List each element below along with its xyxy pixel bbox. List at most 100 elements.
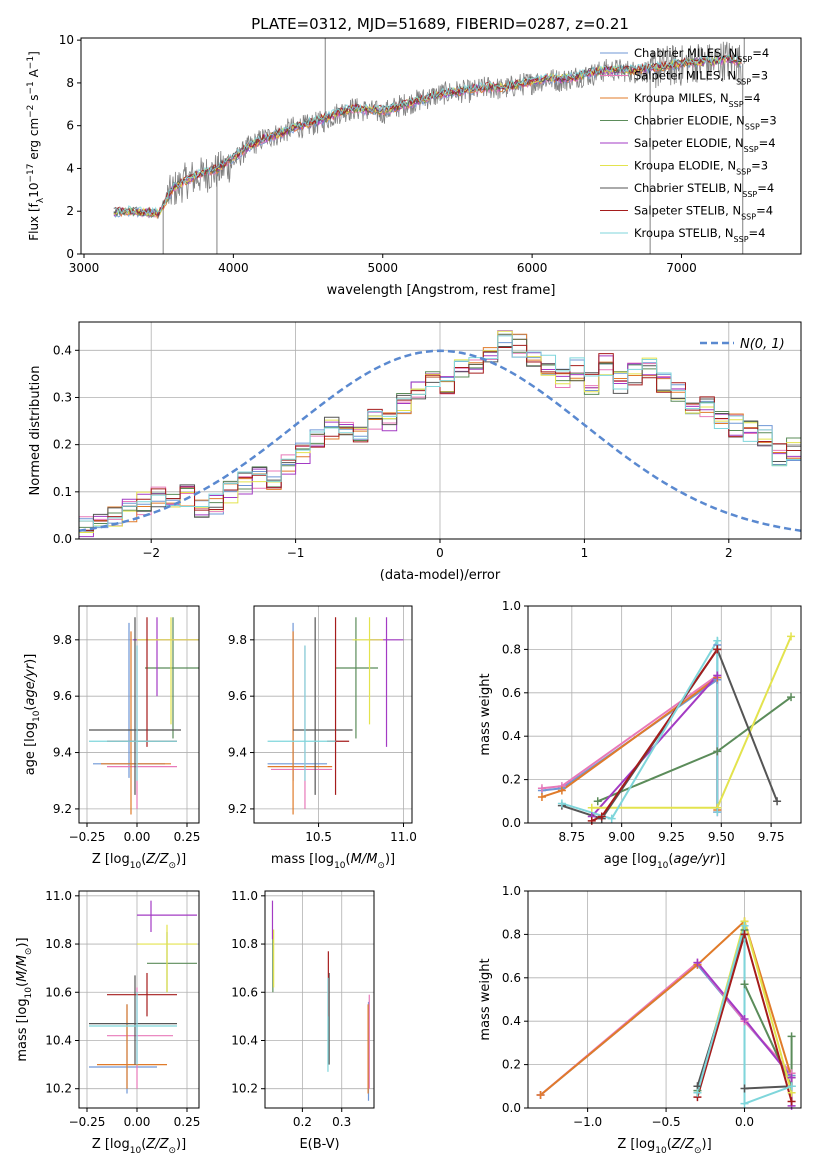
label-part: 10 [334, 861, 346, 871]
y-tick-label: 10.6 [45, 985, 72, 999]
histogram-step [79, 335, 801, 539]
legend-label: Kroupa ELODIE, NSSP=3 [634, 159, 768, 177]
x-axis-label: age [log10(age/yr)] [604, 852, 726, 871]
y-tick-label: 0.4 [53, 343, 72, 357]
y-tick-label: 9.6 [228, 689, 247, 703]
observed-spectrum-line [113, 41, 742, 219]
weight-marker [557, 786, 566, 795]
gaussian-curve [79, 349, 801, 532]
legend-suffix: =3 [760, 114, 777, 128]
legend-suffix: =3 [751, 69, 768, 83]
label-part: ⊙ [377, 861, 385, 871]
x-tick-label: 0.0 [735, 1115, 754, 1129]
x-axis-label: wavelength [Angstrom, rest frame] [327, 283, 556, 298]
label-part: ] [390, 852, 395, 867]
x-tick-label: −2 [142, 546, 160, 560]
label-part: ] [181, 852, 186, 867]
weight-marker [713, 645, 722, 654]
y-tick-label: 0.2 [502, 773, 521, 787]
label-part: Z [684, 1137, 695, 1152]
label-part: mass [log [15, 998, 30, 1061]
x-tick-label: 9.00 [608, 830, 635, 844]
weight-marker [536, 1090, 545, 1099]
plot-area-weight-vs-age [541, 635, 792, 822]
y-tick-label: 10.8 [231, 937, 258, 951]
weight-marker [787, 1082, 796, 1091]
legend-label: Kroupa MILES, NSSP=4 [634, 91, 760, 109]
weight-line [541, 645, 719, 792]
legend-label: Chabrier ELODIE, NSSP=3 [634, 114, 777, 132]
label-part: E(B-V) [299, 1137, 339, 1152]
y-label-part: ] [27, 51, 41, 56]
x-tick-label: 3000 [69, 261, 100, 275]
x-tick-label: 11.0 [390, 830, 417, 844]
plot-area-mass-vs-ebv [271, 900, 370, 1101]
y-label-part: −1 [26, 56, 36, 69]
y-label-part: s [27, 95, 41, 105]
legend-sub: SSP [741, 212, 756, 221]
y-tick-label: 9.4 [228, 746, 247, 760]
weight-marker [693, 958, 702, 967]
label-part: ] [15, 937, 30, 942]
axes-frame [78, 321, 802, 540]
x-axis-label: Z [log10(Z/Z⊙)] [92, 852, 186, 871]
chart-age-vs-mass: 10.5 11.0 9.2 9.4 9.6 9.8 mass [log10(M/M⊙)] [228, 605, 417, 871]
label-part: Z/ [145, 1137, 161, 1152]
legend-text: Salpeter ELODIE, N [634, 136, 744, 150]
x-axis-label: Z [log10(Z/Z⊙)] [617, 1137, 711, 1156]
y-label-part: Flux [f [27, 202, 41, 240]
y-axis-label: mass weight [478, 673, 493, 755]
weight-line [696, 925, 792, 1106]
label-part: ⊙ [24, 948, 34, 956]
plot-area-residuals [79, 330, 801, 539]
label-part: 10 [24, 987, 34, 999]
label-part: mass [log [271, 852, 334, 867]
y-tick-label: 0.6 [502, 686, 521, 700]
legend-label: Kroupa STELIB, NSSP=4 [634, 226, 765, 244]
y-tick-label: 0.4 [502, 729, 521, 743]
legend-sub: SSP [744, 145, 759, 154]
legend-text: Kroupa STELIB, N [634, 226, 734, 240]
legend-text: Chabrier MILES, N [634, 46, 737, 60]
weight-marker [713, 808, 722, 817]
label-part: ) [702, 1137, 707, 1152]
y-label-part: −2 [26, 105, 36, 118]
legend-suffix: =3 [751, 159, 768, 173]
x-tick-label: 6000 [517, 261, 548, 275]
weight-marker [740, 1084, 749, 1093]
label-part: ) [15, 942, 30, 947]
x-tick-label: −0.5 [651, 1115, 680, 1129]
label-part: age/yr [23, 662, 38, 705]
y-tick-label: 2 [66, 204, 74, 218]
x-tick-label: 0 [436, 546, 444, 560]
y-tick-label: 10.8 [45, 937, 72, 951]
weight-marker [787, 1073, 796, 1082]
label-part: ⊙ [168, 1146, 176, 1156]
y-tick-label: 9.8 [228, 633, 247, 647]
x-tick-label: −0.25 [69, 830, 106, 844]
legend-sub: SSP [736, 77, 751, 86]
model-spectrum-line [113, 54, 742, 216]
legend-sub: SSP [737, 55, 752, 64]
label-part: M [15, 955, 30, 966]
plot-area-mass-vs-Z [89, 900, 197, 1094]
y-label-part: A [27, 68, 41, 81]
y-axis-label: Normed distribution [28, 366, 43, 496]
x-tick-label: 8.75 [558, 830, 585, 844]
y-tick-label: 0.0 [53, 532, 72, 546]
label-part: ( [141, 1137, 146, 1152]
y-tick-label: 8 [66, 76, 74, 90]
y-tick-label: 1.0 [502, 884, 521, 898]
label-part: ] [23, 654, 38, 659]
label-part: ) [176, 852, 181, 867]
y-tick-label: 11.0 [231, 889, 258, 903]
x-tick-label: 0.25 [174, 1115, 201, 1129]
axes-frame [80, 37, 802, 255]
figure-title: PLATE=0312, MJD=51689, FIBERID=0287, z=0… [251, 15, 629, 33]
weight-marker [773, 797, 782, 806]
legend-suffix: =4 [752, 46, 769, 60]
label-part: Z [159, 852, 170, 867]
plot-area-age-vs-Z [89, 617, 199, 815]
